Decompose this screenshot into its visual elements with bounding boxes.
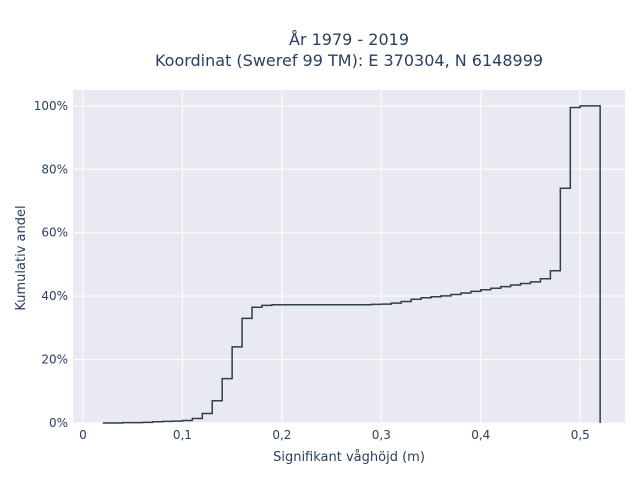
x-tick-label: 0 bbox=[79, 428, 87, 442]
x-tick-label: 0,1 bbox=[173, 428, 192, 442]
series-line bbox=[102, 105, 601, 424]
x-tick-label: 0,5 bbox=[571, 428, 590, 442]
chart-title: År 1979 - 2019 bbox=[289, 30, 409, 49]
y-tick-label: 40% bbox=[41, 289, 68, 303]
plot-area bbox=[73, 90, 625, 423]
x-tick-label: 0,3 bbox=[372, 428, 391, 442]
gridlines bbox=[73, 90, 625, 424]
y-tick-label: 100% bbox=[34, 99, 68, 113]
x-tick-label: 0,4 bbox=[471, 428, 490, 442]
series-group bbox=[102, 105, 601, 424]
y-tick-label: 0% bbox=[49, 416, 68, 430]
y-axis-ticks: 0% 20% 40% 60% 80% 100% bbox=[34, 99, 68, 430]
y-axis-label: Kumulativ andel bbox=[14, 205, 29, 310]
x-axis-ticks: 0 0,1 0,2 0,3 0,4 0,5 bbox=[79, 428, 590, 442]
y-tick-label: 20% bbox=[41, 353, 68, 367]
chart-subtitle: Koordinat (Sweref 99 TM): E 370304, N 61… bbox=[155, 51, 543, 70]
x-tick-label: 0,2 bbox=[272, 428, 291, 442]
y-tick-label: 80% bbox=[41, 162, 68, 176]
y-tick-label: 60% bbox=[41, 226, 68, 240]
x-axis-label: Signifikant våghöjd (m) bbox=[273, 450, 425, 465]
